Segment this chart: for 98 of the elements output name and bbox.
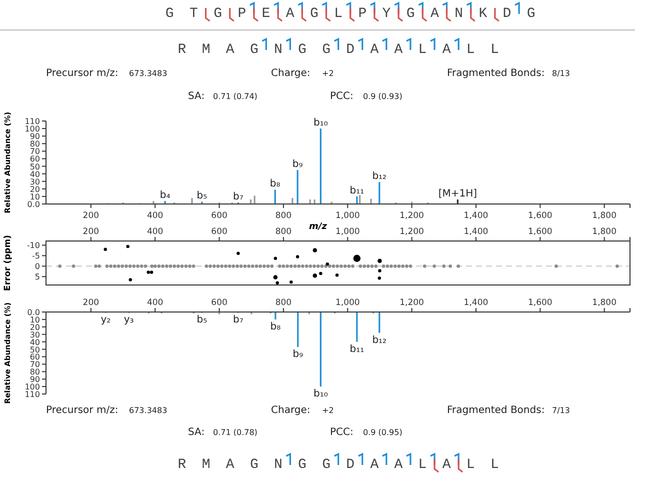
text: 7/13 (552, 406, 570, 415)
y-tick-label: 50 (30, 345, 40, 354)
annotation: b₁₀ (313, 118, 328, 129)
y-tick-label: 80 (30, 368, 40, 377)
annotation: b₁₁ (350, 185, 364, 196)
text: Charge: (271, 405, 310, 416)
text: 0.9 (0.95) (363, 428, 402, 437)
annotation: b₇ (233, 314, 244, 326)
x-tick-label: 1,000 (335, 298, 360, 308)
text: 0.71 (0.74) (213, 92, 258, 101)
y-tick-label: -5 (32, 252, 40, 261)
text: PCC: (330, 427, 354, 438)
y-tick-label: 0 (34, 262, 40, 272)
y-tick-label: 100 (24, 124, 40, 134)
annotation: b₅ (196, 190, 208, 202)
annotation: y₃ (124, 314, 134, 326)
annotation: b₇ (233, 191, 244, 202)
y-tick-label: 40 (30, 170, 40, 179)
annotation: b₁₂ (372, 171, 387, 182)
annotation: b₉ (292, 349, 304, 360)
text: PCC: (330, 91, 354, 102)
text: Precursor m/z: (46, 68, 118, 79)
x-tick-label: 1,600 (528, 227, 552, 237)
x-tick-label: 1,000 (335, 227, 360, 237)
annotation: b₈ (270, 178, 280, 190)
y-tick-label: 10 (30, 315, 40, 324)
annotation: b₉ (292, 159, 303, 170)
y-tick-label: 90 (30, 375, 40, 384)
x-tick-label: 1,200 (400, 298, 424, 308)
x-tick-label: 600 (211, 227, 228, 237)
x-tick-label: 200 (82, 227, 100, 237)
text: Fragmented Bonds: (447, 405, 545, 416)
text: 8/13 (552, 69, 570, 78)
y-tick-label: 80 (30, 140, 40, 149)
text: 673.3483 (129, 69, 168, 78)
text: 0.9 (0.93) (363, 92, 402, 101)
y-tick-label: 0.0 (27, 308, 40, 317)
x-tick-label: 600 (211, 211, 228, 221)
text: +2 (322, 69, 334, 78)
y-tick-label: -10 (26, 241, 40, 250)
y-tick-label: 40 (30, 338, 40, 347)
text: Fragmented Bonds: (447, 68, 545, 79)
text: SA: (188, 91, 205, 102)
x-axis-title: m/z (309, 222, 328, 232)
y-tick-label: 50 (30, 162, 40, 172)
x-tick-label: 400 (146, 298, 164, 308)
x-tick-label: 1,000 (335, 211, 360, 221)
y-tick-label: 5 (34, 272, 40, 282)
x-tick-label: 1,800 (592, 227, 616, 237)
x-tick-label: 400 (146, 211, 164, 221)
annotation: b₁₂ (372, 334, 387, 346)
y-tick-label: 60 (30, 352, 40, 362)
x-tick-label: 200 (82, 298, 100, 308)
y-tick-label: 70 (30, 360, 40, 370)
y-tick-label: 110 (24, 117, 40, 126)
text: Precursor m/z: (46, 405, 118, 416)
y-tick-label: 0.0 (27, 200, 40, 209)
y-tick-label: 20 (30, 322, 40, 332)
text: Charge: (271, 68, 310, 79)
x-tick-label: 1,200 (400, 227, 424, 237)
y-tick-label: 110 (24, 390, 40, 399)
annotation: y₂ (100, 314, 111, 326)
x-tick-label: 1,200 (400, 211, 424, 221)
x-tick-label: 1,600 (528, 298, 552, 308)
x-tick-label: 1,400 (464, 227, 488, 237)
text: R M A G N G G D A A L A L L (178, 457, 499, 473)
annotation: b₅ (196, 314, 208, 326)
y-tick-label: 60 (30, 154, 40, 164)
annotation: b₁₁ (350, 344, 364, 355)
x-tick-label: 800 (275, 298, 292, 308)
y-tick-label: 30 (30, 330, 40, 340)
annotation: [M+1H] (438, 188, 478, 200)
y-tick-label: 10 (30, 192, 40, 202)
x-tick-label: 1,400 (464, 211, 488, 221)
y-tick-label: 70 (30, 147, 40, 156)
annotation: b₄ (160, 190, 170, 201)
x-tick-label: 800 (275, 211, 292, 221)
x-tick-label: 200 (82, 211, 100, 221)
x-tick-label: 800 (275, 227, 292, 237)
y-tick-label: 30 (30, 177, 40, 186)
x-tick-label: 400 (146, 227, 164, 237)
y-tick-label: 20 (30, 184, 40, 194)
annotation: b₈ (270, 321, 281, 332)
text: R M A G N G G D A A L A L L (178, 42, 499, 58)
x-tick-label: 1,400 (464, 298, 488, 308)
text: G T G P E A G L P Y G A N K D G (165, 6, 536, 22)
x-tick-label: 1,800 (592, 298, 616, 308)
text: 0.71 (0.78) (213, 428, 258, 437)
x-tick-label: 1,800 (592, 211, 616, 221)
text: SA: (188, 427, 205, 438)
y-axis-title: Error (ppm) (3, 234, 13, 291)
annotation: b₁₀ (313, 388, 328, 400)
x-tick-label: 1,600 (528, 211, 552, 221)
y-tick-label: 100 (24, 382, 40, 392)
x-tick-label: 600 (211, 298, 228, 308)
text: +2 (322, 406, 334, 415)
y-tick-label: 90 (30, 132, 40, 142)
text: 673.3483 (129, 406, 168, 415)
